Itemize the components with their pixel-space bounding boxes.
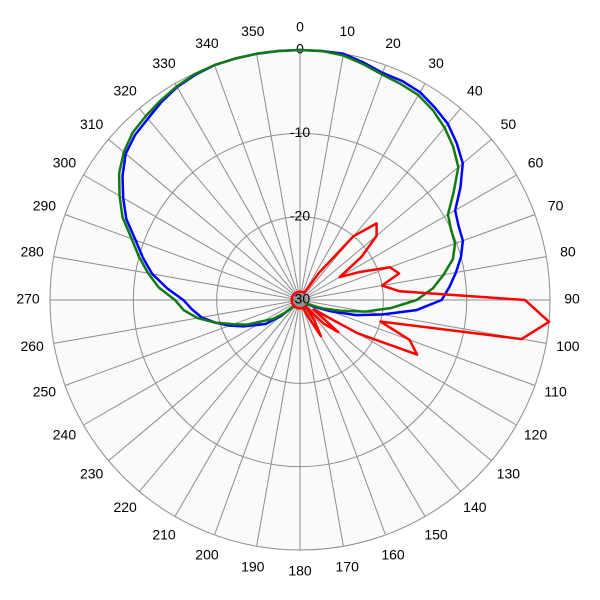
angle-label: 250	[33, 384, 57, 400]
angle-label: 350	[241, 23, 265, 39]
spoke	[64, 214, 301, 301]
spoke	[299, 256, 547, 301]
angle-label: 90	[564, 291, 580, 307]
angle-label: 120	[524, 427, 548, 443]
ring	[132, 132, 468, 468]
angle-label: 60	[528, 155, 544, 171]
spoke	[174, 83, 301, 301]
angle-label: 320	[113, 82, 137, 98]
angle-label: 40	[467, 82, 483, 98]
angle-label: 140	[463, 499, 487, 515]
angle-label: 280	[20, 243, 44, 259]
angle-label: 110	[544, 384, 567, 400]
spoke	[174, 299, 301, 517]
radial-label: -20	[290, 207, 310, 223]
spoke	[53, 256, 301, 301]
angle-label: 100	[556, 338, 580, 354]
angle-label: 80	[560, 243, 576, 259]
angle-label: 290	[33, 198, 57, 214]
angle-label: 50	[501, 116, 517, 132]
spoke	[299, 299, 462, 492]
spoke	[299, 53, 344, 301]
series-line	[290, 222, 551, 356]
spoke	[138, 108, 301, 301]
angle-label: 20	[385, 35, 401, 51]
radial-label: -10	[290, 124, 310, 140]
angle-label: 160	[381, 546, 405, 562]
spoke	[64, 299, 301, 386]
angle-label: 0	[296, 19, 304, 35]
spoke	[299, 299, 386, 536]
angle-label: 10	[339, 23, 355, 39]
angle-label: 190	[241, 559, 265, 575]
angle-label: 30	[428, 55, 444, 71]
ring	[216, 216, 384, 384]
spoke	[108, 299, 301, 462]
angle-label: 180	[288, 563, 312, 579]
spoke	[299, 214, 536, 301]
angle-label: 260	[20, 338, 44, 354]
spoke	[214, 299, 301, 536]
spoke	[138, 299, 301, 492]
spoke	[108, 138, 301, 301]
angle-label: 150	[424, 526, 448, 542]
angle-label: 200	[195, 546, 219, 562]
spoke	[214, 64, 301, 301]
spoke	[256, 53, 301, 301]
spoke	[299, 138, 492, 301]
angle-label: 170	[336, 559, 360, 575]
angle-label: 240	[53, 427, 77, 443]
angle-label: 130	[497, 466, 521, 482]
spoke	[299, 174, 517, 301]
spoke	[53, 299, 301, 344]
angle-label: 340	[195, 35, 219, 51]
spoke	[299, 299, 344, 547]
spoke	[256, 299, 301, 547]
angle-label: 270	[16, 291, 40, 307]
angle-label: 300	[53, 155, 77, 171]
spoke	[299, 108, 462, 301]
radial-label: 0	[296, 41, 304, 57]
angle-label: 220	[113, 499, 137, 515]
spoke	[299, 299, 536, 386]
spoke	[299, 83, 426, 301]
angle-label: 310	[80, 116, 104, 132]
angle-label: 210	[152, 526, 176, 542]
angle-label: 230	[80, 466, 104, 482]
angle-label: 330	[152, 55, 176, 71]
angle-label: 70	[548, 198, 564, 214]
spoke	[299, 64, 386, 301]
